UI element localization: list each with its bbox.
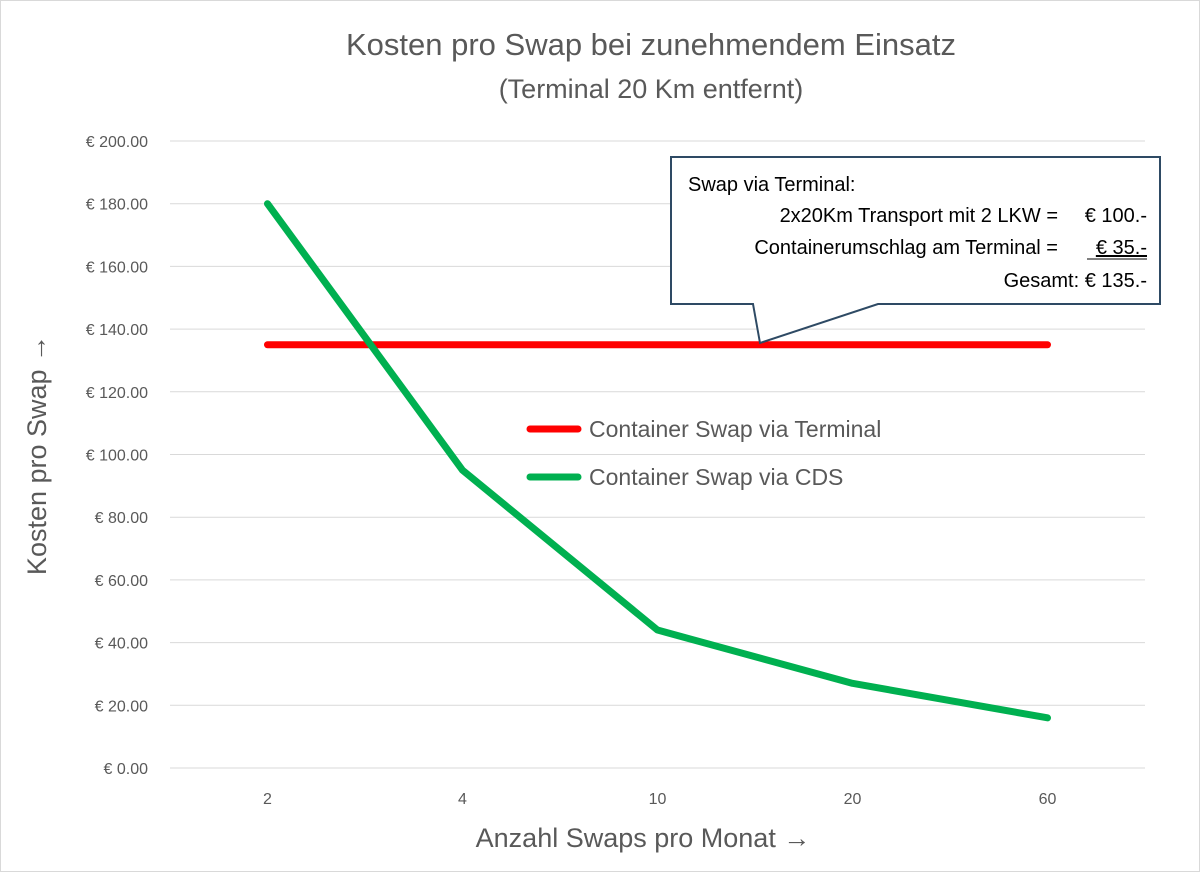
callout-total: Gesamt: € 135.- [1004, 270, 1147, 292]
callout-line1: 2x20Km Transport mit 2 LKW = [780, 205, 1058, 227]
x-tick-label: 10 [649, 791, 667, 808]
y-tick-label: € 60.00 [95, 573, 148, 590]
x-tick-label: 60 [1039, 791, 1057, 808]
chart-subtitle: (Terminal 20 Km entfernt) [499, 74, 804, 104]
y-tick-label: € 180.00 [86, 197, 148, 214]
y-tick-label: € 20.00 [95, 698, 148, 715]
callout-value2: € 35.- [1096, 237, 1147, 259]
y-tick-label: € 100.00 [86, 448, 148, 465]
x-axis-label: Anzahl Swaps pro Monat → [476, 823, 811, 853]
callout-value1: € 100.- [1085, 205, 1147, 227]
y-tick-label: € 0.00 [104, 761, 149, 778]
legend-label-cds: Container Swap via CDS [589, 464, 843, 490]
chart-title: Kosten pro Swap bei zunehmendem Einsatz [346, 27, 956, 62]
x-tick-label: 20 [844, 791, 862, 808]
callout-line2: Containerumschlag am Terminal = [754, 237, 1058, 259]
y-tick-label: € 120.00 [86, 385, 148, 402]
y-tick-label: € 40.00 [95, 636, 148, 653]
legend-label-terminal: Container Swap via Terminal [589, 416, 881, 442]
y-tick-label: € 160.00 [86, 259, 148, 276]
callout-heading: Swap via Terminal: [688, 174, 855, 196]
y-tick-label: € 140.00 [86, 322, 148, 339]
y-tick-label: € 200.00 [86, 134, 148, 151]
x-tick-label: 4 [458, 791, 467, 808]
x-tick-label: 2 [263, 791, 272, 808]
series-line-cds [264, 200, 1051, 722]
y-tick-label: € 80.00 [95, 510, 148, 527]
annotation-callout: Swap via Terminal: 2x20Km Transport mit … [670, 156, 1161, 345]
y-axis-label: Kosten pro Swap → [22, 335, 52, 575]
callout-shape [670, 156, 1161, 345]
legend: Container Swap via Terminal Container Sw… [526, 416, 881, 490]
